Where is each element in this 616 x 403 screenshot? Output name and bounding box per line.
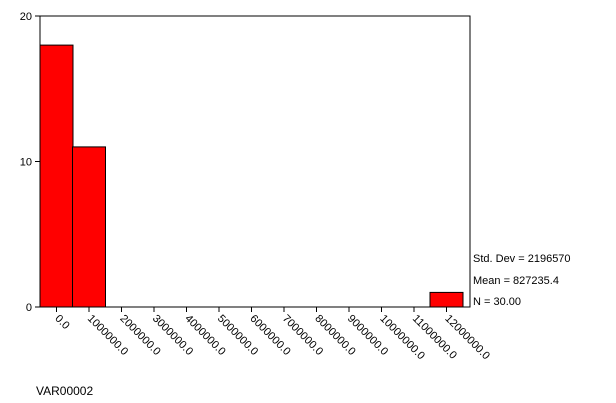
y-tick-label: 10 (20, 157, 32, 169)
histogram-bar (429, 291, 464, 308)
x-tick-label: 0.0 (52, 313, 71, 332)
stat-mean: Mean = 827235.4 (473, 275, 559, 287)
bars-group (39, 44, 464, 308)
stat-n: N = 30.00 (473, 296, 521, 308)
y-axis: 0 10 20 (20, 11, 40, 314)
x-axis-label: VAR00002 (36, 384, 94, 398)
y-tick-label: 0 (26, 302, 32, 314)
x-axis: 0.0 1000000.02000000.03000000.04000000.05… (52, 307, 492, 362)
stat-std-dev: Std. Dev = 2196570 (473, 253, 571, 265)
histogram-bar (72, 146, 106, 308)
histogram-bar (39, 44, 74, 308)
y-tick-label: 20 (20, 11, 32, 23)
